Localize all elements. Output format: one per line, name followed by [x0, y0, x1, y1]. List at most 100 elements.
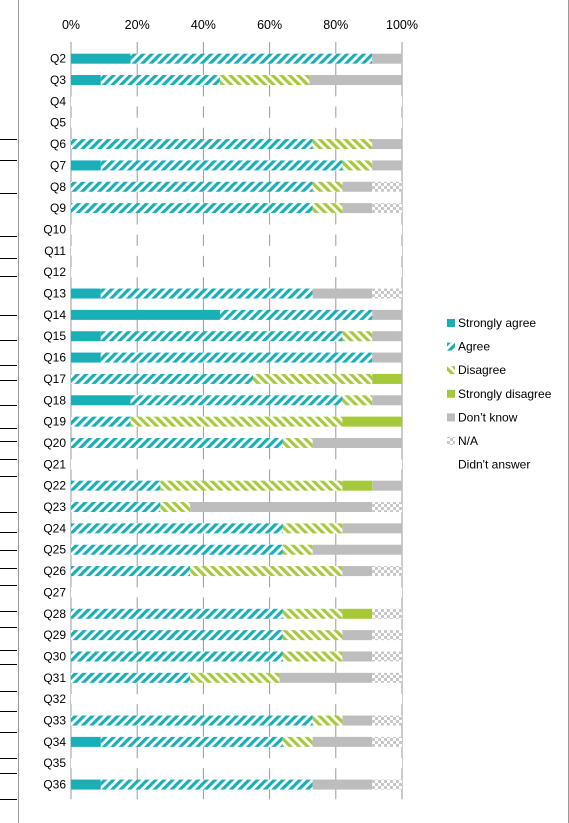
bar-segment-agree	[130, 53, 373, 64]
table-rule	[0, 258, 17, 259]
bar-segment-agree	[71, 651, 283, 662]
bar-segment-didn-t-answer	[71, 245, 402, 256]
table-rule	[0, 773, 17, 774]
bar-segment-don-t-know	[342, 523, 402, 534]
table-rule	[0, 236, 17, 237]
table-rule	[0, 799, 17, 800]
bar-segment-n-a	[372, 672, 402, 683]
bar-segment-n-a	[372, 630, 402, 641]
legend-label: Agree	[458, 340, 490, 354]
bar-segment-disagree	[312, 181, 343, 192]
bar-segment-agree	[100, 352, 373, 363]
bar-segment-don-t-know	[312, 437, 402, 448]
bar-segment-strongly-disagree	[342, 416, 402, 427]
category-label: Q25	[43, 543, 66, 557]
bar-segment-agree	[100, 160, 343, 171]
category-label: Q23	[43, 500, 66, 514]
bar-segment-n-a	[372, 736, 402, 747]
bar-segment-n-a	[372, 779, 402, 790]
table-rule	[0, 691, 17, 692]
bar-segment-strongly-disagree	[342, 480, 373, 491]
bar-segment-n-a	[372, 608, 402, 619]
x-tick-label: 0%	[62, 18, 80, 32]
legend-swatch	[447, 413, 455, 422]
table-rule	[0, 139, 17, 140]
bar-segment-strongly-agree	[71, 160, 101, 171]
category-label: Q22	[43, 479, 66, 493]
bar-segment-n-a	[372, 502, 402, 513]
bar-segment-don-t-know	[309, 75, 402, 86]
legend-swatch	[447, 342, 455, 351]
table-rule	[0, 459, 17, 460]
table-rule	[0, 532, 17, 533]
x-tick-label: 60%	[257, 18, 282, 32]
bar-segment-disagree	[282, 651, 343, 662]
category-label: Q33	[43, 714, 66, 728]
table-rule	[0, 568, 17, 569]
x-tick-label: 20%	[125, 18, 150, 32]
bar-segment-n-a	[372, 651, 402, 662]
bar-segment-n-a	[372, 288, 402, 299]
category-label: Q15	[43, 329, 66, 343]
category-label: Q29	[43, 628, 66, 642]
table-rule	[0, 512, 17, 513]
bar-segment-disagree	[312, 139, 373, 150]
table-rule	[0, 627, 17, 628]
bar-segment-agree	[71, 630, 283, 641]
table-rule	[0, 340, 17, 341]
bar-segment-don-t-know	[342, 181, 373, 192]
table-rule	[0, 650, 17, 651]
bar-segment-don-t-know	[342, 715, 373, 726]
bar-segment-don-t-know	[312, 288, 373, 299]
bar-segment-agree	[130, 395, 343, 406]
bar-segment-disagree	[342, 331, 373, 342]
category-label: Q9	[50, 201, 66, 215]
bar-segment-strongly-disagree	[372, 373, 402, 384]
bar-segment-agree	[219, 309, 373, 320]
bar-segment-don-t-know	[312, 736, 373, 747]
bar-segment-strongly-agree	[71, 779, 101, 790]
table-rule	[0, 365, 17, 366]
bar-segment-strongly-agree	[71, 288, 101, 299]
bar-segment-agree	[71, 139, 313, 150]
bar-segment-didn-t-answer	[71, 117, 402, 128]
legend-label: N/A	[458, 434, 478, 448]
category-label: Q11	[44, 244, 66, 258]
bar-segment-agree	[71, 672, 191, 683]
bar-segment-disagree	[219, 75, 310, 86]
bar-segment-disagree	[253, 373, 373, 384]
bar-segment-disagree	[342, 160, 373, 171]
bar-segment-don-t-know	[372, 331, 402, 342]
bar-segment-don-t-know	[342, 630, 373, 641]
legend-label: Strongly agree	[458, 316, 536, 330]
category-label: Q13	[43, 287, 66, 301]
bar-segment-agree	[71, 523, 283, 534]
x-tick-label: 80%	[323, 18, 348, 32]
legend-label: Disagree	[458, 363, 506, 377]
category-label: Q28	[43, 607, 66, 621]
table-rule	[0, 476, 17, 477]
category-label: Q18	[43, 393, 66, 407]
bar-segment-disagree	[160, 502, 191, 513]
bar-segment-disagree	[160, 480, 343, 491]
bar-segment-didn-t-answer	[71, 224, 402, 235]
bar-segment-don-t-know	[372, 480, 402, 491]
bar-segment-don-t-know	[279, 672, 373, 683]
table-rule	[0, 160, 17, 161]
table-rule	[0, 428, 17, 429]
category-label: Q34	[43, 735, 66, 749]
bar-segment-didn-t-answer	[71, 459, 402, 470]
legend-swatch	[447, 319, 455, 327]
bar-segment-disagree	[190, 566, 343, 577]
bar-segment-disagree	[190, 672, 280, 683]
category-label: Q31	[43, 671, 66, 685]
bar-segment-disagree	[282, 736, 313, 747]
bar-segment-strongly-disagree	[342, 608, 373, 619]
bar-segment-disagree	[130, 416, 343, 427]
bar-segment-agree	[71, 181, 313, 192]
bar-segment-strongly-agree	[71, 395, 131, 406]
category-label: Q12	[43, 265, 66, 279]
table-rule	[0, 711, 17, 712]
bar-segment-disagree	[282, 608, 343, 619]
